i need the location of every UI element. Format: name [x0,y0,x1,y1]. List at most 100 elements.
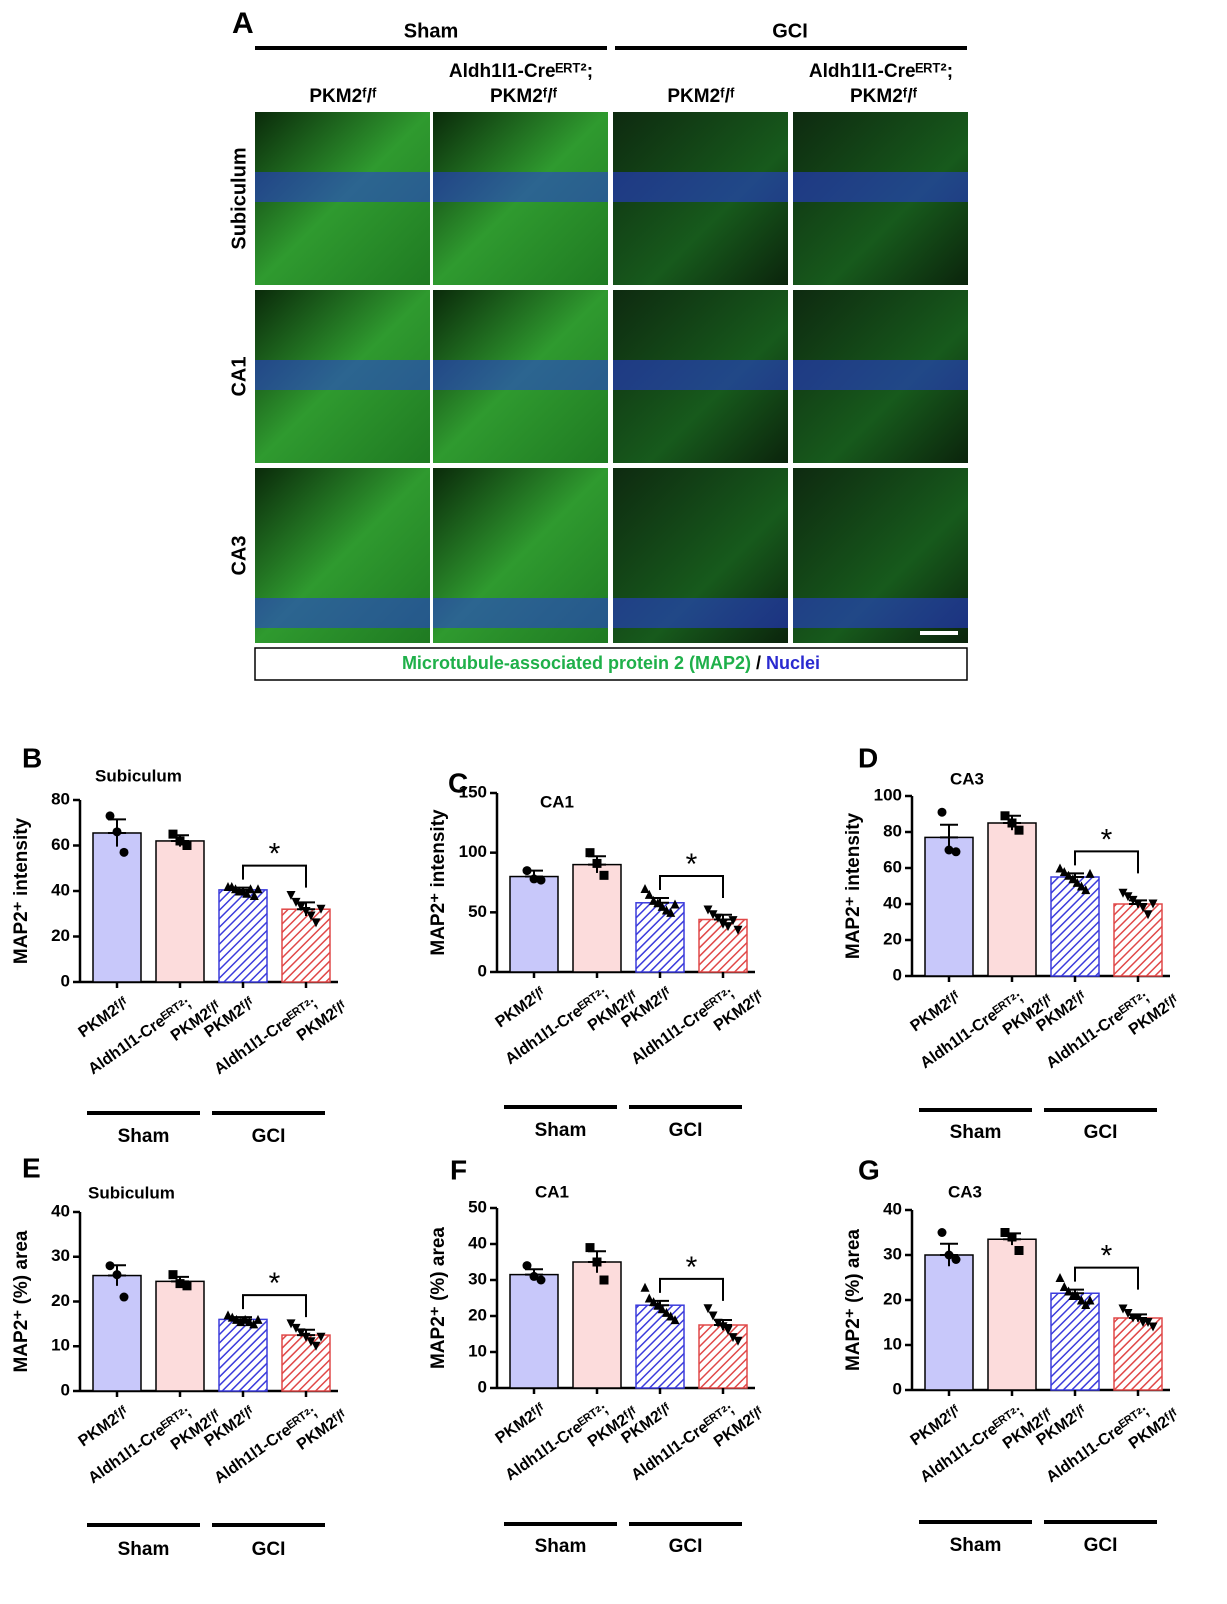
bar [987,1238,1037,1391]
group-label: GCI [772,20,808,42]
y-tick-label: 60 [51,835,70,854]
data-point [653,898,663,908]
data-point [1128,895,1138,905]
data-point [728,916,738,926]
y-tick-label: 0 [61,1380,70,1399]
data-point [1068,874,1078,884]
row-label: CA1 [228,356,250,396]
y-axis-label: MAP2⁺ intensity [843,812,864,959]
data-point [1072,1291,1082,1300]
data-point [316,904,326,914]
bar [1050,1292,1100,1391]
bar [698,1324,748,1389]
significance-label: * [1101,1240,1113,1273]
data-point [1118,888,1128,898]
data-point [301,1332,311,1342]
x-tick-label: Aldh1l1-Creᴱᴿᵀ²; PKM2ᶠ/ᶠ [86,1391,225,1504]
panel-label: G [858,1154,880,1185]
column-header: PKM2ᶠ/ᶠ [309,86,377,107]
x-tick-label: Aldh1l1-Creᴱᴿᵀ²; PKM2ᶠ/ᶠ [86,982,225,1095]
data-point [1000,811,1010,821]
nuclei-band [255,172,430,202]
data-point [670,899,680,909]
data-point [708,1311,718,1321]
data-point [718,919,728,929]
significance-label: * [686,1251,698,1284]
data-point [670,1315,680,1325]
significance-bracket [1074,1266,1139,1290]
data-point [723,922,733,932]
data-point [1059,867,1069,877]
significance-bracket [659,875,724,899]
data-point [291,1323,301,1333]
data-point [585,848,595,858]
nuclei-band [433,598,608,628]
bar [1113,903,1163,977]
y-tick-label: 40 [51,880,70,899]
significance-label: * [269,1267,281,1300]
nuclei-band [793,360,968,390]
y-tick-label: 20 [51,1291,70,1310]
data-point [649,1297,659,1307]
x-tick-label: Aldh1l1-Creᴱᴿᵀ²; PKM2ᶠ/ᶠ [918,976,1057,1089]
x-tick-label: Aldh1l1-Creᴱᴿᵀ²; PKM2ᶠ/ᶠ [629,972,768,1085]
column-header: Aldh1l1-Creᴱᴿᵀ²; PKM2ᶠ/ᶠ [449,61,593,107]
data-point [1148,899,1158,909]
nuclei-band [613,172,788,202]
data-point [249,891,259,901]
x-tick-label: Aldh1l1-Creᴱᴿᵀ²; PKM2ᶠ/ᶠ [503,1388,642,1501]
nuclei-band [255,598,430,628]
x-tick-label: Aldh1l1-Creᴱᴿᵀ²; PKM2ᶠ/ᶠ [1044,1390,1183,1503]
y-axis-label: MAP2⁺ (%) area [428,1227,449,1369]
data-point [522,866,532,876]
bar [509,875,559,973]
group-label: GCI [669,1120,703,1141]
x-tick-label: Aldh1l1-Creᴱᴿᵀ²; PKM2ᶠ/ᶠ [1044,976,1183,1089]
significance-bracket [242,1294,307,1318]
y-tick-label: 80 [883,821,902,840]
data-point [311,918,321,928]
data-point [592,858,602,868]
nuclei-band [793,598,968,628]
data-point [640,883,650,893]
significance-bracket [659,1277,724,1301]
data-point [640,1282,650,1292]
x-tick-label: Aldh1l1-Creᴱᴿᵀ²; PKM2ᶠ/ᶠ [212,1391,351,1504]
data-point [713,913,723,923]
significance-bracket [1074,850,1139,874]
y-tick-label: 80 [51,789,70,808]
group-label: Sham [118,1126,170,1147]
y-tick-label: 40 [468,1233,487,1252]
bar [987,822,1037,977]
nuclei-band [613,360,788,390]
data-point [733,925,743,935]
data-point [1007,1232,1017,1242]
data-point [112,1270,122,1280]
column-header: PKM2ᶠ/ᶠ [667,86,735,107]
data-point [585,1243,595,1253]
group-label: GCI [252,1126,286,1147]
data-point [1076,1295,1086,1305]
row-label: CA3 [228,535,250,575]
bar [1050,876,1100,977]
chart-title: Subiculum [95,766,182,785]
panel-label: F [450,1154,467,1185]
data-point [1148,1322,1158,1332]
legend-separator: / [751,653,766,673]
legend-map2: Microtubule-associated protein 2 (MAP2) [402,653,751,673]
legend-box [254,647,968,681]
data-point [1118,1304,1128,1314]
bar [924,1254,974,1391]
data-point [599,870,609,880]
chart-title: CA1 [535,1182,569,1201]
data-point [733,1336,743,1346]
nuclei-band [793,172,968,202]
y-tick-label: 0 [893,1379,902,1398]
legend: Microtubule-associated protein 2 (MAP2) … [402,653,820,673]
y-tick-label: 50 [468,902,487,921]
data-point [529,1271,539,1281]
data-point [1000,1228,1010,1237]
data-point [666,1311,676,1321]
data-point [175,836,185,846]
nuclei-band [255,360,430,390]
